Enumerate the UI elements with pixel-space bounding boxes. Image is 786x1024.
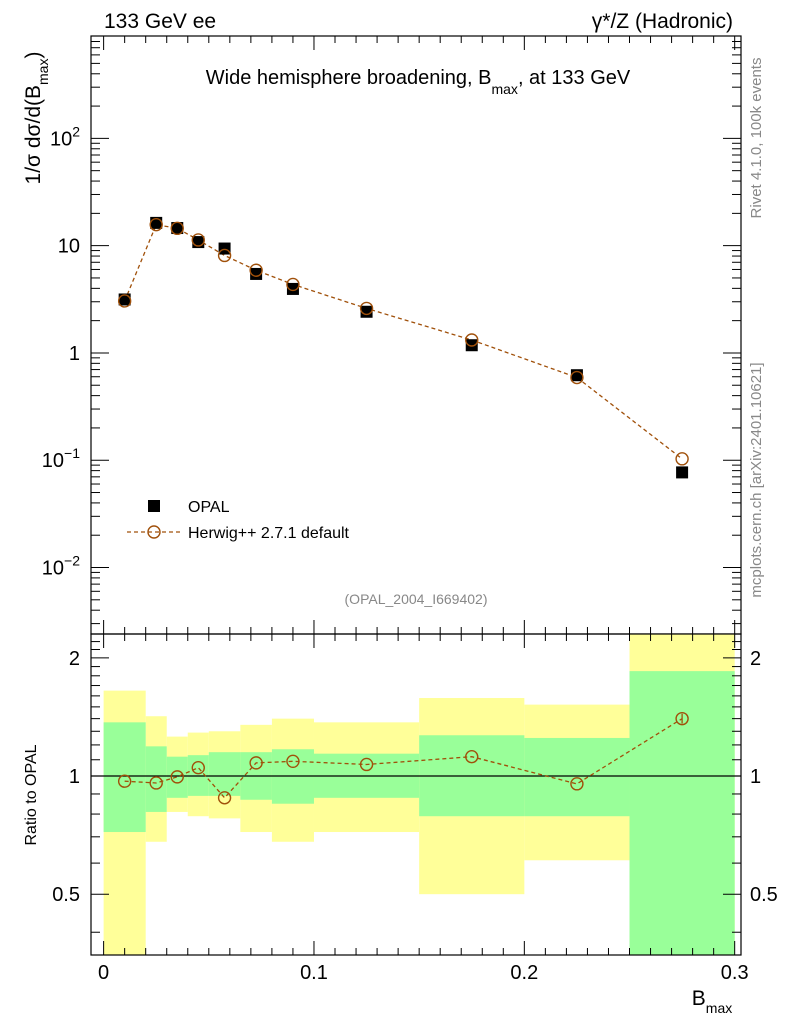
rivet-version-text: Rivet 4.1.0, 100k events <box>748 58 765 219</box>
ratio-mc-point <box>191 760 205 775</box>
opal-data-point <box>171 222 184 235</box>
mc-data-point <box>675 452 689 466</box>
ratio-mc-point <box>149 776 163 790</box>
ratio-mc-point <box>570 777 584 791</box>
opal-data-point <box>360 305 373 318</box>
ratio-mc-point <box>286 754 300 769</box>
plot-title-suffix: , at 133 GeV <box>518 67 631 89</box>
x-tick-label: 0 <box>98 962 109 984</box>
ratio-bands <box>103 634 735 955</box>
main-y-tick-label: 10 <box>58 236 80 258</box>
legend-mc-marker <box>147 525 161 539</box>
main-y-tick-label-base: 10 <box>42 450 64 472</box>
ratio-mc-point <box>249 756 263 770</box>
mc-data-point <box>149 217 163 232</box>
legend-opal-label: OPAL <box>188 499 230 516</box>
ratio-mc-point <box>117 774 132 788</box>
mc-data-point <box>249 263 263 277</box>
main-y-tick-label: 10−1 <box>42 445 80 472</box>
ratio-band-stat <box>145 746 167 812</box>
ratio-band-stat <box>103 722 146 833</box>
x-tick-label: 0.2 <box>510 962 538 984</box>
ratio-band-stat <box>524 737 630 817</box>
ratio-y-tick-label: 2 <box>69 648 80 670</box>
ratio-mc-point <box>217 791 232 805</box>
opal-data-point <box>286 282 299 295</box>
mc-data-point <box>191 233 205 247</box>
mc-data-point <box>217 248 232 263</box>
header-left-label: 133 GeV ee <box>104 10 216 33</box>
mc-data-point <box>570 370 584 385</box>
plot-title: Wide hemisphere broadening, Bmax, at 133… <box>206 67 631 97</box>
main-y-tick-label: 10−2 <box>42 553 80 580</box>
ratio-data <box>117 711 689 805</box>
ratio-mc-point <box>465 749 479 764</box>
header-right-label: γ*/Z (Hadronic) <box>592 10 733 33</box>
main-frame <box>90 35 742 635</box>
main-y-tick-label: 1 <box>69 343 80 365</box>
mc-line <box>124 223 683 460</box>
ratio-y-tick-label-right: 1 <box>750 766 761 788</box>
header-right-prefix: γ*/Z <box>592 10 635 33</box>
main-y-tick-label-exp: −2 <box>64 553 80 569</box>
opal-data-point <box>250 267 263 280</box>
ratio-mc-point <box>675 711 689 726</box>
plot-title-sub: max <box>491 81 517 97</box>
ratio-mc-point <box>170 770 184 784</box>
ratio-y-tick-label-right: 2 <box>750 648 761 670</box>
ratio-band-stat <box>208 752 241 796</box>
x-tick-label: 0.1 <box>300 962 328 984</box>
mc-data-point <box>286 277 300 292</box>
main-y-label-sub: max <box>35 59 51 85</box>
ratio-frame <box>90 633 742 956</box>
analysis-id: (OPAL_2004_I669402) <box>345 591 488 607</box>
main-y-tick-label-base: 1 <box>69 343 80 365</box>
ratio-y-tick-label: 0.5 <box>52 884 80 906</box>
opal-data-point <box>676 466 689 479</box>
main-data <box>117 216 689 479</box>
ratio-band-stat <box>166 756 188 798</box>
legend-opal-marker <box>148 500 160 512</box>
legend: OPAL Herwig++ 2.7.1 default <box>127 499 350 542</box>
ratio-axes: 0 0.1 0.2 0.3 0.5 0.5 1 1 2 2 <box>52 633 778 984</box>
opal-data-point <box>118 293 131 306</box>
ratio-mc-line <box>124 718 683 799</box>
main-y-tick-label-exp: −1 <box>64 445 80 461</box>
main-y-tick-label-base: 10 <box>42 558 64 580</box>
x-axis-label-sub: max <box>706 1000 732 1016</box>
mc-data-point <box>117 294 132 308</box>
main-y-label: 1/σ dσ/d(Bmax) <box>22 52 51 185</box>
x-axis-label-main: B <box>692 987 706 1010</box>
ratio-mc-point <box>359 757 374 772</box>
mc-data-point <box>465 333 479 347</box>
mc-data-point <box>170 221 184 236</box>
main-y-tick-label-base: 10 <box>58 236 80 258</box>
opal-data-point <box>465 339 478 352</box>
main-y-tick-label-base: 10 <box>50 128 72 150</box>
ratio-band-stat <box>629 671 735 955</box>
ratio-y-tick-label: 1 <box>69 766 80 788</box>
header-right-suffix: (Hadronic) <box>635 10 733 33</box>
mcplots-citation-text: mcplots.cern.ch [arXiv:2401.10621] <box>748 362 765 597</box>
main-y-label-suffix: ) <box>22 52 45 59</box>
main-y-tick-label: 102 <box>50 123 80 150</box>
ratio-y-tick-label-right: 0.5 <box>750 884 778 906</box>
opal-data-point <box>218 242 231 255</box>
plot-title-main: Wide hemisphere broadening, B <box>206 67 492 89</box>
legend-mc-label: Herwig++ 2.7.1 default <box>188 525 350 542</box>
x-axis-label: Bmax <box>692 987 732 1016</box>
ratio-y-label: Ratio to OPAL <box>23 744 40 845</box>
mc-data-point <box>359 301 374 316</box>
main-y-tick-label-exp: 2 <box>72 123 80 139</box>
x-tick-label: 0.3 <box>721 962 749 984</box>
main-y-label-text: 1/σ dσ/d(B <box>22 85 45 184</box>
